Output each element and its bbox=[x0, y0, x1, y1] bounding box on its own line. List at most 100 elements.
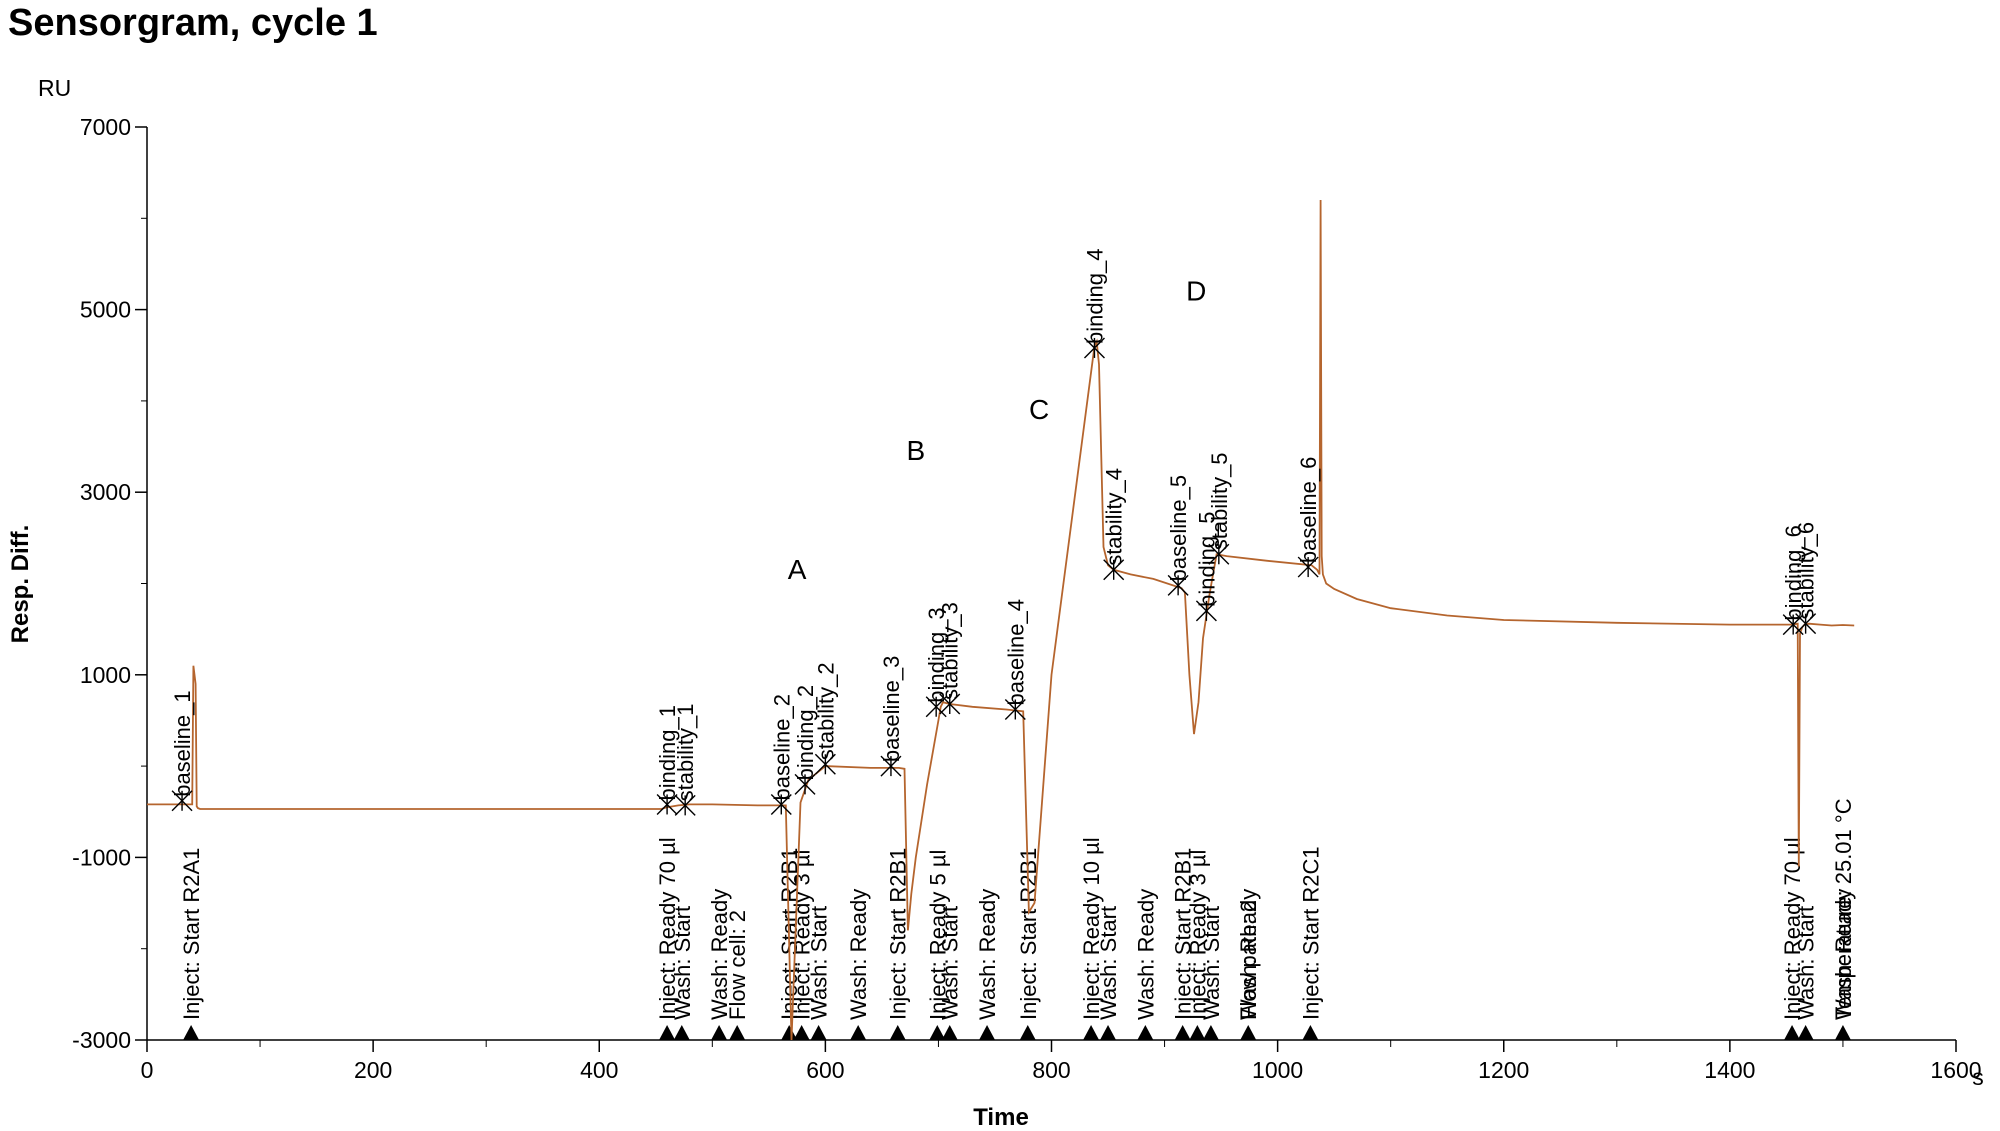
event-label: Wash: Ready bbox=[1133, 889, 1158, 1020]
report-point-label: binding_2 bbox=[793, 685, 818, 780]
event-label: Wash: Ready bbox=[975, 889, 1000, 1020]
event-marker bbox=[781, 1025, 798, 1040]
event-marker bbox=[711, 1025, 728, 1040]
report-point: stability_4 bbox=[1102, 468, 1127, 581]
event-label: Flow path: 2 bbox=[1236, 900, 1261, 1020]
report-point-label: baseline_6 bbox=[1296, 457, 1321, 563]
report-point-label: baseline_1 bbox=[170, 690, 195, 796]
region-labels: A B C D bbox=[788, 275, 1207, 584]
report-point-label: stability_6 bbox=[1794, 522, 1819, 620]
event-marker bbox=[1137, 1025, 1154, 1040]
y-tick-label: 3000 bbox=[80, 479, 131, 505]
event-marker bbox=[810, 1025, 827, 1040]
event-label: Inject: Ready 3 µl bbox=[1185, 850, 1210, 1020]
event-marker bbox=[929, 1025, 946, 1040]
event-label: Flow cell: 2 bbox=[725, 910, 750, 1020]
sensorgram-line bbox=[147, 199, 1855, 1041]
event-marker bbox=[979, 1025, 996, 1040]
y-tick-label: -1000 bbox=[72, 844, 131, 870]
event-marker bbox=[1189, 1025, 1206, 1040]
y-axis-title: Resp. Diff. bbox=[7, 525, 34, 644]
event-marker bbox=[793, 1025, 810, 1040]
report-point: stability_2 bbox=[813, 662, 838, 775]
report-point: binding_4 bbox=[1082, 249, 1107, 359]
report-point-label: baseline_5 bbox=[1166, 475, 1191, 581]
event-label: Inject: Start R2B1 bbox=[1171, 848, 1196, 1020]
event-marker bbox=[1174, 1025, 1191, 1040]
chart-title: Sensorgram, cycle 1 bbox=[8, 2, 378, 44]
y-tick-label: 7000 bbox=[80, 114, 131, 140]
report-point-label: stability_5 bbox=[1207, 452, 1232, 550]
event-label: Inject: Ready 5 µl bbox=[925, 850, 950, 1020]
event-marker bbox=[1797, 1025, 1814, 1040]
event-label: Inject: Ready 70 µl bbox=[1780, 837, 1805, 1020]
report-point-label: stability_3 bbox=[938, 602, 963, 700]
report-point: baseline_3 bbox=[879, 656, 904, 777]
event-label: Wash: Ready bbox=[846, 889, 871, 1020]
y-tick-label: 1000 bbox=[80, 662, 131, 688]
report-point-label: binding_4 bbox=[1082, 249, 1107, 344]
x-tick-label: 200 bbox=[354, 1057, 392, 1083]
x-tick-label: 1400 bbox=[1704, 1057, 1755, 1083]
event-label: Wash: Ready bbox=[1831, 889, 1856, 1020]
report-point-label: baseline_2 bbox=[769, 694, 794, 800]
event-marker bbox=[673, 1025, 690, 1040]
y-unit: RU bbox=[38, 75, 71, 101]
report-point: baseline_1 bbox=[170, 690, 195, 812]
region-label: B bbox=[906, 435, 925, 466]
x-tick-label: 600 bbox=[806, 1057, 844, 1083]
x-tick-label: 800 bbox=[1032, 1057, 1070, 1083]
report-point: binding_3 bbox=[924, 607, 949, 718]
x-tick-label: 1000 bbox=[1252, 1057, 1303, 1083]
x-tick-label: 0 bbox=[141, 1057, 154, 1083]
report-point-label: binding_3 bbox=[924, 607, 949, 702]
report-point: baseline_5 bbox=[1166, 475, 1191, 596]
event-marker bbox=[1019, 1025, 1036, 1040]
event-marker bbox=[183, 1025, 200, 1040]
event-marker bbox=[659, 1025, 676, 1040]
report-point-label: stability_4 bbox=[1102, 468, 1127, 566]
event-label: Inject: Start R2A1 bbox=[179, 848, 204, 1020]
y-tick-label: 5000 bbox=[80, 297, 131, 323]
report-point-label: stability_1 bbox=[673, 704, 698, 802]
event-marker bbox=[1083, 1025, 1100, 1040]
axes: -3000 -1000 1000 3000 5000 7000 0 200 400 600 800 1… bbox=[72, 114, 1981, 1083]
event-label: Inject: Start R2C1 bbox=[1298, 846, 1323, 1020]
event-markers: Inject: Start R2A1 Inject: Ready 70 µlWas… bbox=[179, 798, 1856, 1040]
event-label: Wash: Start bbox=[807, 906, 832, 1020]
x-tick-label: 1200 bbox=[1478, 1057, 1529, 1083]
y-tick-label: -3000 bbox=[72, 1027, 131, 1053]
x-tick-label: 1600 bbox=[1930, 1057, 1981, 1083]
event-label: Temperature: 25.01 °C bbox=[1831, 798, 1856, 1020]
report-point: stability_6 bbox=[1794, 522, 1819, 635]
event-marker bbox=[729, 1025, 746, 1040]
event-label: Wash: Start bbox=[1794, 906, 1819, 1020]
report-point-label: baseline_4 bbox=[1003, 599, 1028, 705]
report-point: binding_5 bbox=[1194, 511, 1219, 622]
report-point: baseline_2 bbox=[769, 694, 794, 815]
event-marker bbox=[1834, 1025, 1851, 1040]
event-label: Inject: Ready 10 µl bbox=[1079, 837, 1104, 1020]
report-point: baseline_6 bbox=[1296, 457, 1321, 578]
event-label: Wash: Start bbox=[1199, 906, 1224, 1020]
report-point-label: binding_6 bbox=[1781, 525, 1806, 620]
report-point: stability_3 bbox=[938, 602, 963, 715]
report-point-label: binding_5 bbox=[1194, 511, 1219, 606]
event-marker bbox=[1302, 1025, 1319, 1040]
event-label: Wash: Ready bbox=[1236, 889, 1261, 1020]
event-marker bbox=[1240, 1025, 1257, 1040]
event-marker bbox=[1784, 1025, 1801, 1040]
event-marker bbox=[850, 1025, 867, 1040]
report-point-label: stability_2 bbox=[813, 662, 838, 760]
report-point: baseline_4 bbox=[1003, 599, 1028, 720]
event-marker bbox=[889, 1025, 906, 1040]
report-point: binding_1 bbox=[655, 705, 680, 815]
x-tick-label: 400 bbox=[580, 1057, 618, 1083]
report-point-label: baseline_3 bbox=[879, 656, 904, 762]
region-label: C bbox=[1029, 394, 1049, 425]
region-label: D bbox=[1186, 275, 1206, 306]
report-point: binding_2 bbox=[793, 685, 818, 795]
report-point: stability_1 bbox=[673, 704, 698, 816]
event-marker bbox=[941, 1025, 958, 1040]
